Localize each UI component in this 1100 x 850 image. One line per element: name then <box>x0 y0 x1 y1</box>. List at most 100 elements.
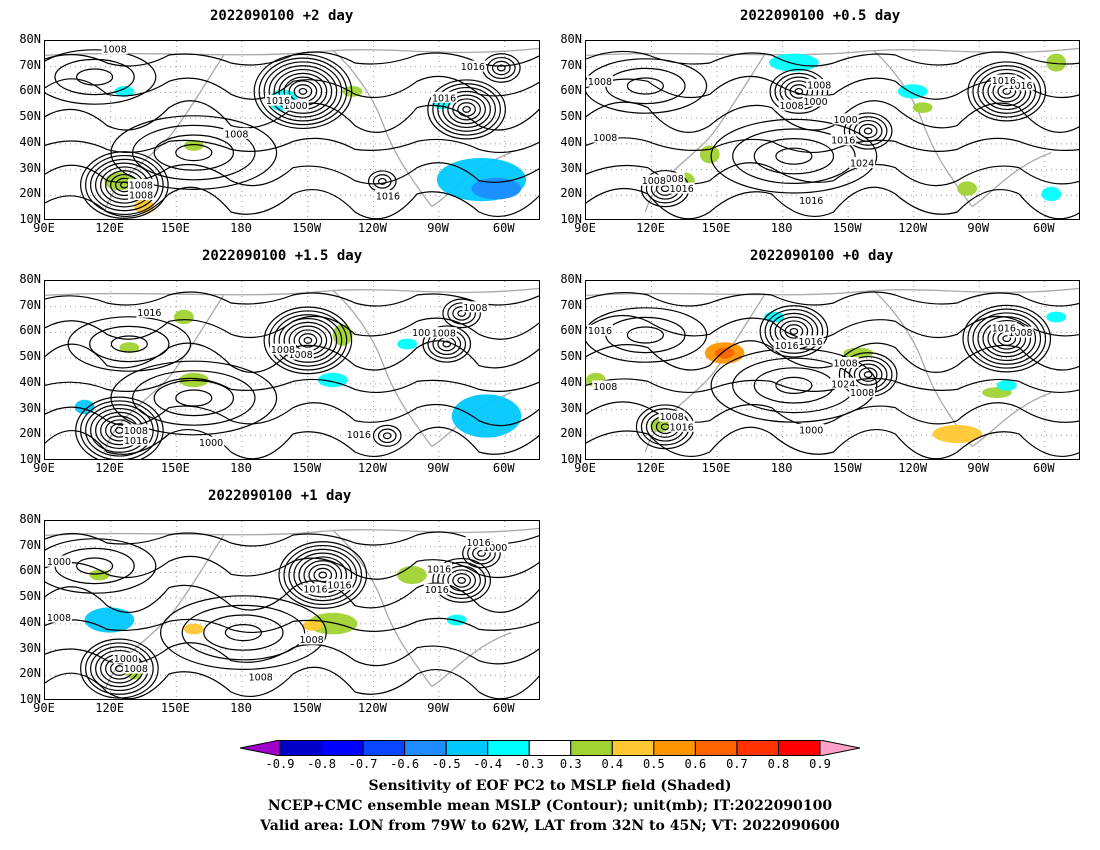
contour-label-bg <box>849 386 876 398</box>
contour-label: 1000 <box>199 438 223 449</box>
isobar <box>586 186 1079 219</box>
isobar-ring <box>253 53 353 130</box>
x-tick-label: 180 <box>230 461 252 475</box>
isobar-ring <box>432 557 491 603</box>
isobar-ring <box>377 177 387 185</box>
colorbar-segment <box>445 740 489 756</box>
colorbar-min-arrow <box>240 740 281 756</box>
contour-label: 1016 <box>124 436 148 447</box>
y-tick-label: 50N <box>560 349 582 364</box>
contour-label: 1000 <box>47 557 71 568</box>
contour-label-bg <box>223 127 250 139</box>
y-tick-label: 80N <box>560 32 582 46</box>
y-tick-label: 70N <box>19 57 41 72</box>
contour-label-bg <box>430 327 457 339</box>
x-tick-label: 90E <box>574 221 596 235</box>
sensitivity-shading <box>1041 186 1062 202</box>
x-tick-label: 90E <box>574 461 596 475</box>
y-tick-label: 40N <box>560 134 582 149</box>
contour-label: 1016 <box>992 323 1016 334</box>
contour-label: 1008 <box>779 101 803 112</box>
isobar-ring <box>432 83 501 136</box>
colorbar-segment <box>611 740 655 756</box>
contour-label-bg <box>806 79 833 91</box>
contour-label: 1016 <box>799 337 823 348</box>
x-tick-label: 90W <box>427 461 449 475</box>
map-frame: 1008 1016 1016 1000 1008 1000 1000 1016 1016 1016… <box>44 520 540 700</box>
colorbar-label: 0.4 <box>601 757 624 771</box>
coastline <box>971 151 1052 208</box>
contour-label-bg <box>1007 326 1034 338</box>
x-tick-label: 180 <box>770 461 793 475</box>
contour-label: 1016 <box>775 341 799 352</box>
contour-label-bg <box>990 321 1017 333</box>
contour-label-bg <box>802 95 829 107</box>
isobar <box>45 137 539 154</box>
contour-label-bg <box>136 306 163 318</box>
y-tick-label: 60N <box>560 323 582 338</box>
sensitivity-shading <box>302 620 323 631</box>
isobar-ring <box>268 65 338 118</box>
contour-label: 1000 <box>483 543 507 554</box>
colorbar-segment <box>736 740 779 756</box>
colorbar-label: -0.3 <box>514 757 544 771</box>
contour-label-bg <box>298 633 325 645</box>
isobar-ring <box>442 565 481 596</box>
isobar-ring <box>89 325 170 363</box>
contour-label-bg <box>411 326 438 338</box>
x-tick-label: 180 <box>230 701 252 715</box>
sensitivity-shading <box>912 102 933 113</box>
isobar-ring <box>298 87 308 95</box>
contour-label: 1016 <box>992 76 1016 87</box>
contour-label: 1016 <box>461 62 485 73</box>
y-tick-label: 40N <box>19 614 41 629</box>
x-tick-label: 90W <box>427 701 449 715</box>
isobar-ring <box>263 61 343 122</box>
contour-label: 1016 <box>327 581 351 592</box>
contour-label: 1000 <box>799 425 823 436</box>
isobar-ring <box>372 424 402 447</box>
isobar-ring <box>110 115 278 191</box>
isobar-ring <box>794 87 804 95</box>
isobar-ring <box>437 86 496 132</box>
isobar <box>45 555 539 580</box>
x-tick-label: 120W <box>357 461 387 475</box>
isobar-ring <box>863 127 873 135</box>
y-tick-label: 60N <box>560 83 582 98</box>
contour-label: 1008 <box>224 129 248 140</box>
isobar-ring <box>753 137 835 175</box>
isobar-ring <box>318 571 328 579</box>
contour-label-bg <box>46 611 72 623</box>
contour-label: 1016 <box>466 538 490 549</box>
panel-title: 2022090100 +0 day <box>750 248 894 264</box>
contour-label-bg <box>668 420 695 432</box>
contour-label: 1016 <box>670 184 694 195</box>
y-tick-label: 50N <box>19 109 41 124</box>
panel-title: 2022090100 +0.5 day <box>740 8 901 24</box>
isobar <box>45 186 539 219</box>
isobar-ring <box>203 614 284 651</box>
contour-label-bg <box>849 157 876 169</box>
contour-label-bg <box>830 134 857 146</box>
contour-label: 1016 <box>432 93 456 104</box>
contour-label-bg <box>345 428 372 440</box>
isobar-ring <box>278 317 338 363</box>
isobar-ring <box>848 116 888 146</box>
isobar-ring <box>759 305 829 358</box>
y-tick-label: 10N <box>19 692 41 706</box>
x-tick-label: 90W <box>967 461 990 475</box>
y-tick-label: 50N <box>19 589 41 604</box>
isobar-ring <box>288 548 358 602</box>
isobar-ring <box>181 604 306 661</box>
contour-label-bg <box>431 91 458 103</box>
contour-label: 1008 <box>593 382 617 393</box>
panel-title: 2022090100 +2 day <box>210 8 354 24</box>
colorbar-segment <box>653 740 696 756</box>
contour-label: 1000 <box>412 328 436 339</box>
x-tick-label: 90E <box>33 461 55 475</box>
isobar-ring <box>972 65 1042 118</box>
coastline <box>872 289 973 447</box>
isobar-ring <box>54 58 135 96</box>
contour-label-bg <box>426 562 453 574</box>
